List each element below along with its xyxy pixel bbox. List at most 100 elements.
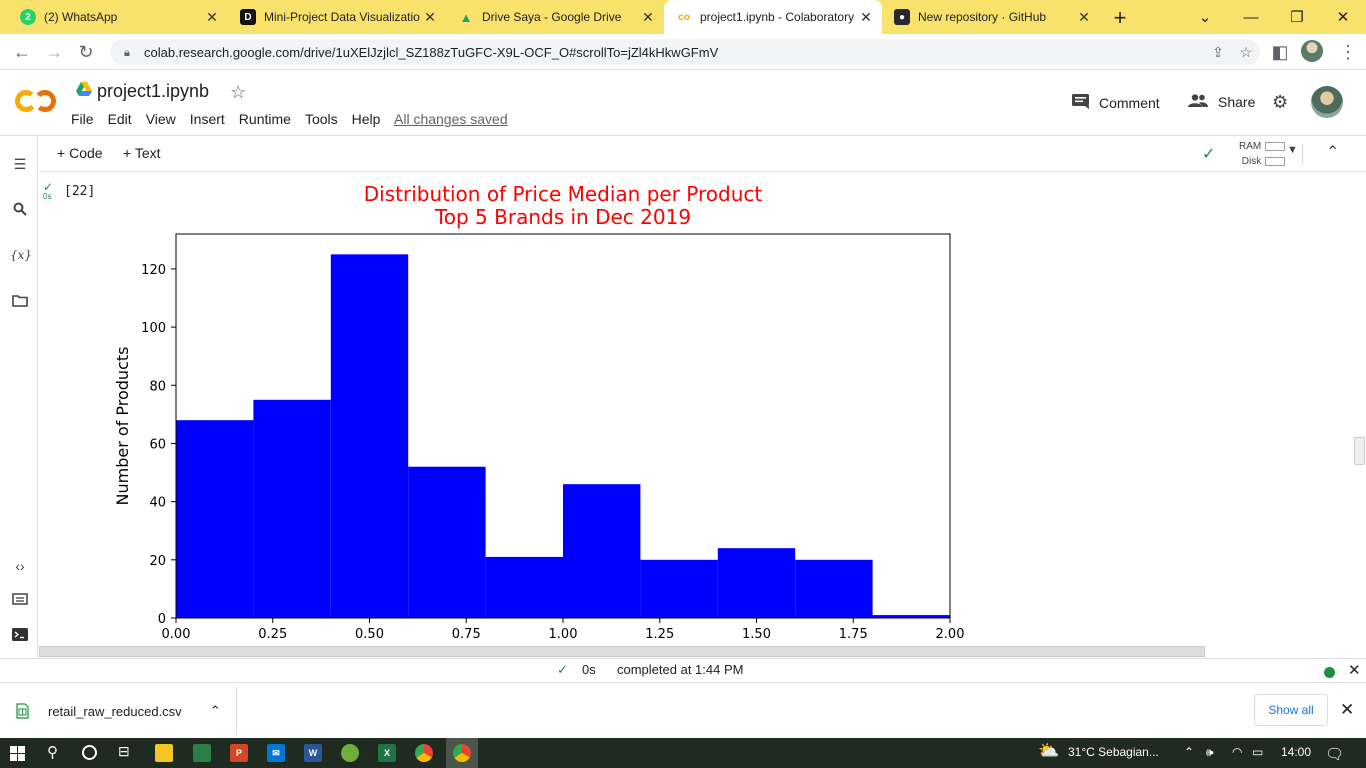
horizontal-scrollbar[interactable]	[39, 646, 1205, 657]
browser-tab[interactable]: ● New repository · GitHub ✕	[882, 0, 1100, 34]
menu-view[interactable]: View	[145, 111, 176, 127]
mail-icon[interactable]: ✉	[267, 744, 285, 762]
download-filename: retail_raw_reduced.csv	[48, 703, 182, 719]
user-avatar[interactable]	[1311, 86, 1343, 118]
comment-button[interactable]: Comment	[1072, 94, 1160, 112]
command-palette-icon[interactable]	[10, 592, 30, 612]
windows-start-icon[interactable]	[10, 746, 25, 761]
close-tab-icon[interactable]: ✕	[642, 8, 654, 25]
browser-tab[interactable]: ▲ Drive Saya - Google Drive ✕	[446, 0, 664, 34]
menu-edit[interactable]: Edit	[107, 111, 132, 127]
star-icon[interactable]: ☆	[230, 82, 247, 102]
side-panel-icon[interactable]: ◧	[1271, 42, 1289, 62]
save-status[interactable]: All changes saved	[394, 111, 508, 127]
forward-icon[interactable]: →	[45, 42, 63, 62]
tab-title: (2) WhatsApp	[44, 10, 118, 24]
folder-icon[interactable]	[10, 294, 30, 314]
y-tick-label: 80	[149, 379, 166, 394]
notifications-icon[interactable]: 🗨︎	[1325, 746, 1345, 763]
cell-run-status[interactable]: ✓ 0s	[43, 180, 54, 201]
show-all-button[interactable]: Show all	[1254, 694, 1328, 726]
settings-gear-icon[interactable]: ⚙	[1272, 92, 1289, 112]
terminal-icon[interactable]	[10, 628, 30, 648]
reload-icon[interactable]: ↻	[78, 42, 94, 62]
y-axis-label: Number of Products	[113, 347, 132, 506]
cortana-icon[interactable]	[82, 745, 97, 760]
close-tab-icon[interactable]: ✕	[424, 8, 436, 25]
resource-monitor[interactable]: RAM Disk	[1239, 139, 1286, 169]
close-download-bar-icon[interactable]: ✕	[1340, 700, 1355, 719]
tray-chevron-icon[interactable]: ⌃	[1184, 745, 1195, 759]
store-icon[interactable]	[193, 744, 211, 762]
x-tick-label: 1.50	[742, 627, 771, 642]
close-window-button[interactable]: ✕	[1336, 9, 1350, 26]
menu-kebab-icon[interactable]: ⋮	[1339, 42, 1357, 62]
tab-title: project1.ipynb - Colaboratory	[700, 10, 855, 24]
menu-tools[interactable]: Tools	[304, 111, 338, 127]
cell-check-icon: ✓	[43, 180, 54, 194]
volume-icon[interactable]: 🕪︎	[1206, 745, 1214, 759]
battery-icon[interactable]: ▭	[1252, 745, 1264, 759]
browser-tab[interactable]: co project1.ipynb - Colaboratory ✕	[664, 0, 882, 34]
collapse-header-icon[interactable]: ⌃	[1326, 144, 1340, 161]
task-view-icon[interactable]: ⊟	[118, 743, 130, 759]
table-of-contents-icon[interactable]: ☰	[13, 156, 27, 172]
histogram-chart: Distribution of Price Median per Product…	[113, 182, 964, 642]
histogram-bar	[563, 484, 641, 618]
wifi-icon[interactable]: ◠	[1232, 745, 1243, 759]
histogram-bar	[485, 556, 563, 618]
browser-tab[interactable]: D Mini-Project Data Visualizatio ✕	[228, 0, 446, 34]
status-exec-time: 0s	[582, 662, 596, 677]
profile-avatar[interactable]	[1301, 40, 1323, 62]
close-tab-icon[interactable]: ✕	[860, 8, 872, 25]
colab-logo-icon[interactable]	[14, 88, 58, 114]
toolbar-divider	[1302, 144, 1303, 164]
x-tick-label: 0.25	[258, 627, 287, 642]
chevron-up-icon[interactable]: ⌃	[209, 703, 221, 718]
colab-icon: co	[678, 11, 690, 23]
close-tab-icon[interactable]: ✕	[1078, 8, 1090, 25]
runtime-dropdown-icon[interactable]: ▼	[1287, 144, 1298, 156]
weather-icon[interactable]: ⛅	[1038, 741, 1060, 760]
word-icon[interactable]: W	[304, 744, 322, 762]
active-chrome-slot[interactable]	[446, 738, 478, 768]
download-item[interactable]: retail_raw_reduced.csv ⌃	[16, 697, 221, 725]
weather-text[interactable]: 31°C Sebagian...	[1068, 745, 1159, 759]
search-icon[interactable]	[10, 202, 30, 222]
share-page-icon[interactable]: ⇪	[1212, 43, 1224, 60]
excel-icon[interactable]: X	[378, 744, 396, 762]
status-check-icon: ✓	[557, 662, 568, 677]
ram-label: RAM	[1239, 141, 1262, 152]
back-icon[interactable]: ←	[13, 42, 31, 62]
histogram-bar	[795, 559, 873, 618]
chrome-icon[interactable]	[415, 744, 433, 762]
restore-button[interactable]: ❐	[1290, 9, 1304, 26]
browser-tab[interactable]: 2 (2) WhatsApp ✕	[8, 0, 228, 34]
menu-help[interactable]: Help	[351, 111, 381, 127]
new-tab-button[interactable]: +	[1113, 5, 1127, 30]
runtime-status-dot	[1324, 667, 1335, 678]
close-tab-icon[interactable]: ✕	[206, 8, 218, 25]
vertical-scrollbar-thumb[interactable]	[1354, 437, 1365, 465]
share-button[interactable]: Share	[1188, 94, 1255, 110]
file-explorer-icon[interactable]	[155, 744, 173, 762]
code-snippets-icon[interactable]: ‹›	[15, 558, 25, 574]
minimize-button[interactable]: —	[1243, 8, 1259, 26]
bookmark-star-icon[interactable]: ☆	[1239, 43, 1253, 60]
variables-icon[interactable]: {x}	[10, 248, 33, 262]
address-bar[interactable]: 🔒︎ colab.research.google.com/drive/1uXEl…	[110, 39, 1260, 65]
add-code-button[interactable]: + Code	[57, 145, 103, 161]
clock-time[interactable]: 14:00	[1281, 745, 1312, 759]
menu-insert[interactable]: Insert	[189, 111, 225, 127]
menu-runtime[interactable]: Runtime	[238, 111, 291, 127]
taskbar-search-icon[interactable]: ⚲	[47, 744, 58, 761]
status-close-icon[interactable]: ✕	[1348, 662, 1361, 679]
tab-search-icon[interactable]: ⌄	[1198, 9, 1212, 26]
lock-icon: 🔒︎	[124, 47, 130, 59]
menu-file[interactable]: File	[71, 111, 94, 127]
add-text-button[interactable]: + Text	[123, 145, 161, 161]
download-divider	[236, 687, 237, 735]
powerpoint-icon[interactable]: P	[230, 744, 248, 762]
app-icon[interactable]	[341, 744, 359, 762]
notebook-title[interactable]: project1.ipynb	[97, 81, 210, 101]
